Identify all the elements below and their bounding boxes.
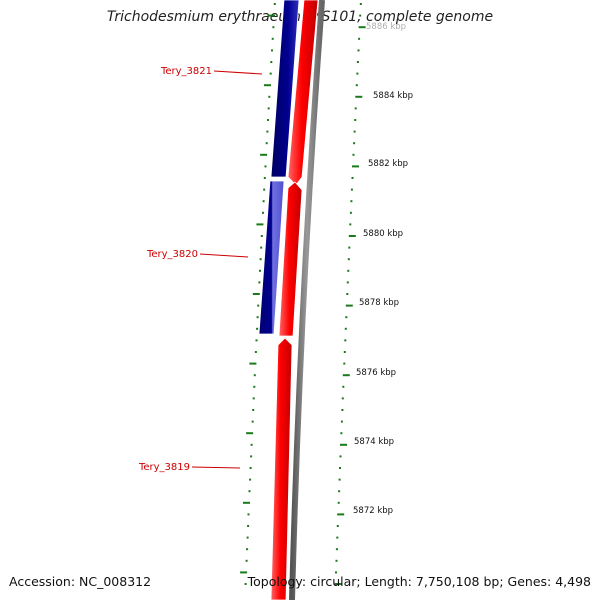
gene-tery-3819[interactable]	[270, 337, 293, 600]
scale-label-5880: 5880 kbp	[363, 229, 403, 239]
gene-label-tery-3819[interactable]: Tery_3819	[138, 462, 190, 473]
gene-label-tery-3820[interactable]: Tery_3820	[146, 249, 198, 260]
label-line-tery-3821	[213, 70, 263, 75]
label-line-tery-3819	[191, 466, 241, 469]
scale-label-5878: 5878 kbp	[359, 298, 399, 308]
scale-label-5882: 5882 kbp	[368, 159, 408, 169]
accession-text: Accession: NC_008312	[9, 574, 152, 589]
scale-label-5886: 5886 kbp	[366, 22, 406, 32]
scale-label-5876: 5876 kbp	[356, 368, 396, 378]
gene-tery-3821[interactable]	[287, 0, 319, 186]
outer-tick-marks	[334, 3, 366, 585]
scale-label-5874: 5874 kbp	[354, 437, 394, 447]
gene-tery-3820[interactable]	[278, 181, 303, 337]
scale-label-5884: 5884 kbp	[373, 91, 413, 101]
label-line-tery-3820	[199, 253, 249, 258]
reverse-gene-upper[interactable]	[270, 0, 300, 178]
genome-summary-text: Topology: circular; Length: 7,750,108 bp…	[247, 574, 591, 589]
map-title: Trichodesmium erythraeum IMS101, complet…	[106, 9, 494, 25]
reverse-gene-lower[interactable]	[258, 180, 285, 335]
backbone-ring	[289, 0, 325, 600]
scale-label-5872: 5872 kbp	[353, 506, 393, 516]
gene-label-tery-3821[interactable]: Tery_3821	[160, 66, 212, 77]
inner-tick-marks	[240, 3, 276, 585]
